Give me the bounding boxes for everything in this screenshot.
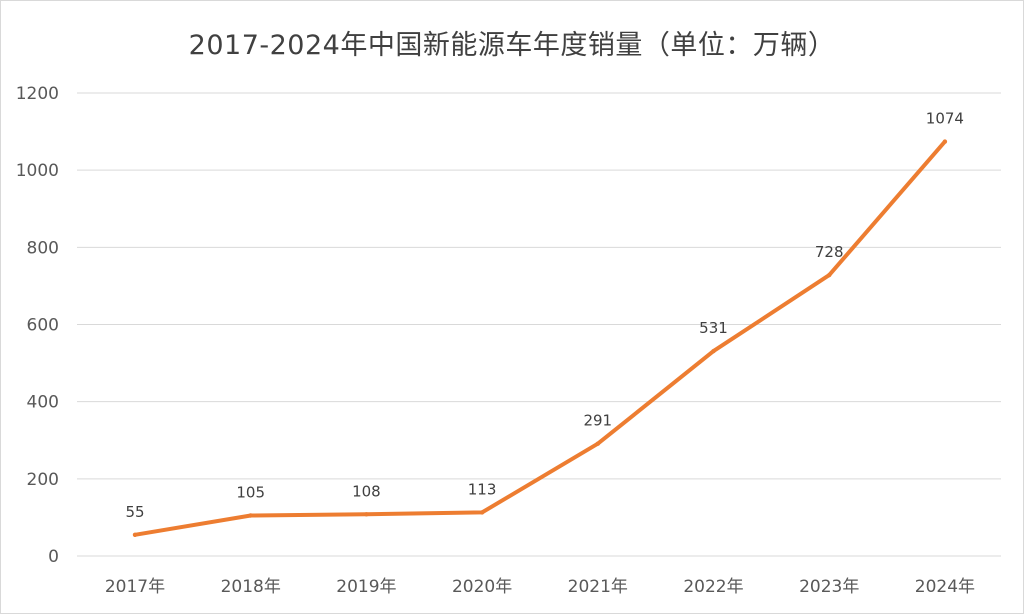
y-tick-label: 200 [27,470,59,490]
x-tick-label: 2022年 [683,577,743,597]
data-point [827,272,832,278]
x-tick-label: 2017年 [105,577,165,597]
data-label: 291 [583,412,612,430]
y-axis-ticks: 0 200 400 600 800 1000 1200 [16,84,59,567]
data-label: 1074 [926,110,964,128]
y-tick-label: 400 [27,393,59,413]
data-label: 728 [815,243,844,261]
x-tick-label: 2024年 [915,577,975,597]
y-tick-label: 800 [27,238,59,258]
y-tick-label: 1000 [16,161,59,181]
data-labels: 55 105 108 113 291 531 728 1074 [125,110,964,521]
chart-title: 2017-2024年中国新能源车年度销量（单位：万辆） [188,30,836,61]
data-point [595,441,600,446]
x-tick-label: 2020年 [452,577,512,597]
data-point [132,532,138,537]
data-point [711,348,716,354]
x-tick-label: 2019年 [336,577,396,597]
data-point [942,139,948,144]
data-label: 55 [125,503,144,521]
data-point [248,513,253,518]
y-tick-label: 600 [27,316,59,336]
series-line [133,139,947,537]
data-point [479,510,485,515]
data-label: 113 [468,480,497,498]
series-line-group [132,139,948,537]
x-tick-label: 2023年 [799,577,859,597]
data-label: 531 [699,319,728,337]
x-tick-label: 2018年 [221,577,281,597]
x-axis-ticks: 2017年 2018年 2019年 2020年 2021年 2022年 2023年 2024年 [105,577,975,597]
x-tick-label: 2021年 [568,577,628,597]
data-point [364,512,369,517]
y-tick-label: 1200 [16,84,59,104]
data-label: 105 [236,483,265,501]
gridlines [77,92,1001,557]
y-tick-label: 0 [48,547,59,567]
data-label: 108 [352,482,381,500]
